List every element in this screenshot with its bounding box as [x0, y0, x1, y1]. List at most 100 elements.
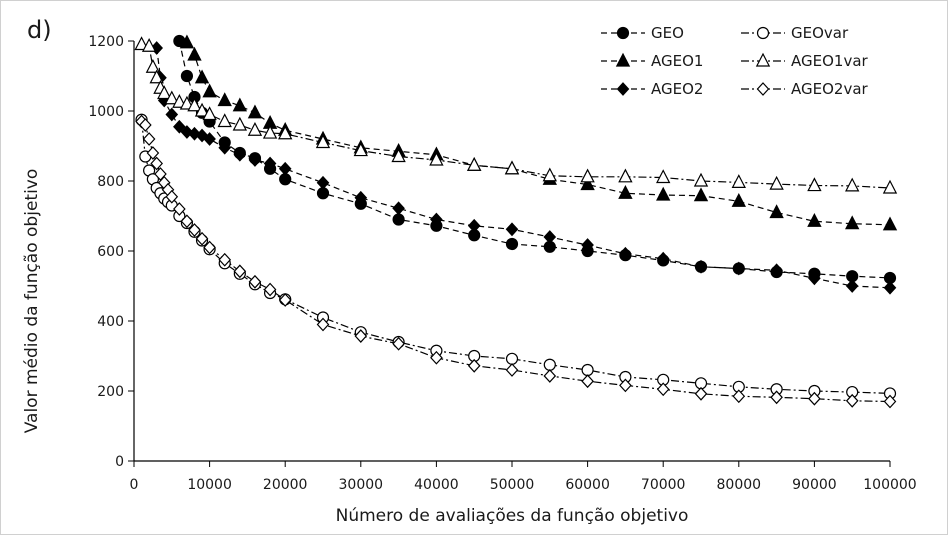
data-point-ageo1var [429, 151, 444, 166]
legend-entry-geo: GEO [601, 24, 684, 42]
data-point-ageo1var [141, 37, 157, 52]
series-points-ageo2 [150, 41, 897, 295]
data-point-ageo1var [542, 167, 557, 182]
data-point-geovar [581, 363, 594, 377]
data-point-ageo1var [656, 169, 671, 184]
data-point-ageo2 [883, 280, 897, 295]
data-point-ageo1var [187, 97, 202, 112]
data-point-ageo2var [505, 363, 519, 377]
data-point-ageo2var [808, 391, 821, 406]
data-point-ageo2var [430, 350, 443, 365]
series-points-ageo1var [134, 36, 898, 194]
legend-entry-ageo2: AGEO2 [601, 80, 703, 98]
data-point-ageo1var [172, 93, 187, 108]
data-point-ageo2 [203, 132, 216, 146]
x-tick-label: 100000 [863, 477, 916, 493]
data-point-ageo2var [188, 223, 201, 237]
data-point-ageo2var [146, 146, 160, 160]
legend-marker [615, 52, 631, 67]
legend-entry-ageo1: AGEO1 [601, 52, 703, 70]
data-point-ageo1var [391, 148, 406, 163]
data-point-ageo1 [232, 97, 248, 112]
data-point-ageo2 [430, 212, 443, 227]
x-tick-label: 30000 [339, 477, 384, 493]
data-point-ageo2 [770, 263, 783, 278]
data-point-ageo2 [218, 140, 232, 155]
data-point-ageo1var [769, 175, 784, 190]
data-point-ageo1var [179, 95, 195, 110]
data-point-geovar [505, 352, 519, 365]
data-point-ageo2 [165, 107, 179, 122]
data-point-ageo2var [354, 329, 368, 343]
y-tick-label: 0 [115, 454, 124, 470]
data-point-ageo2var [248, 274, 262, 289]
legend-marker [616, 82, 630, 96]
x-tick-label: 80000 [717, 477, 762, 493]
data-point-ageo2var [278, 293, 292, 307]
data-point-ageo2var [883, 394, 897, 409]
data-point-ageo1var [232, 116, 248, 131]
data-point-ageo1 [693, 187, 709, 202]
series-line-ageo1 [186, 42, 891, 226]
data-point-ageo1 [807, 212, 822, 227]
series-line-geo [178, 40, 891, 279]
data-point-ageo1 [882, 216, 898, 231]
data-point-ageo1var [504, 160, 520, 175]
data-point-ageo1var [202, 106, 217, 121]
x-tick-label: 20000 [263, 477, 308, 493]
x-tick-label: 70000 [641, 477, 686, 493]
data-point-ageo2var [694, 386, 708, 401]
data-point-ageo2var [203, 240, 216, 255]
x-tick-label: 40000 [414, 477, 459, 493]
legend-entry-ageo2var: AGEO2var [741, 80, 869, 98]
data-point-ageo1var [315, 134, 331, 149]
data-point-ageo1var [262, 124, 278, 139]
x-tick-label: 10000 [187, 477, 232, 493]
data-point-ageo1var [149, 69, 164, 84]
data-point-ageo1var [164, 90, 179, 105]
data-point-ageo2 [316, 175, 330, 190]
data-point-ageo2var [316, 317, 330, 332]
data-point-ageo1 [656, 186, 671, 201]
y-tick-label: 800 [97, 174, 124, 190]
data-point-ageo2var [392, 336, 405, 351]
data-point-geo [392, 213, 405, 226]
data-point-ageo2var [180, 214, 194, 229]
legend-label: AGEO1var [791, 52, 869, 70]
x-tick-label: 50000 [490, 477, 535, 493]
data-point-ageo1var [157, 85, 172, 100]
data-point-ageo1var [194, 102, 210, 117]
legend: GEO GEOvar AGEO1 AGEO1var AGEO2 AGEO2var [601, 24, 869, 98]
data-point-ageo1var [278, 125, 293, 140]
data-point-ageo2var [142, 132, 156, 146]
data-point-ageo2 [505, 222, 519, 237]
data-point-ageo1var [693, 172, 709, 187]
data-point-ageo2var [218, 252, 232, 267]
legend-marker [755, 52, 771, 67]
data-point-ageo1var [731, 174, 746, 188]
plot-area [134, 34, 898, 409]
data-point-ageo2var [732, 389, 746, 404]
data-point-ageo2 [233, 147, 247, 162]
data-point-ageo1var [217, 113, 232, 128]
data-point-ageo1 [580, 176, 595, 191]
legend-label: AGEO2var [791, 80, 869, 98]
data-point-ageo1var [618, 168, 633, 183]
legend-marker [616, 26, 630, 40]
x-axis-title: Número de avaliações da função objetivo [336, 506, 689, 526]
data-point-ageo1 [769, 204, 784, 219]
legend-marker [756, 26, 770, 40]
data-point-ageo1 [731, 192, 746, 207]
data-point-ageo2var [543, 369, 557, 383]
data-point-ageo2 [392, 201, 405, 216]
data-point-ageo1var [145, 58, 161, 73]
data-point-ageo1var [882, 179, 898, 194]
data-point-ageo2 [467, 218, 481, 233]
data-point-ageo2 [694, 259, 708, 274]
data-point-ageo1var [845, 177, 860, 192]
data-point-ageo1 [247, 104, 263, 119]
data-point-ageo2 [354, 190, 368, 205]
legend-label: AGEO1 [651, 52, 703, 70]
